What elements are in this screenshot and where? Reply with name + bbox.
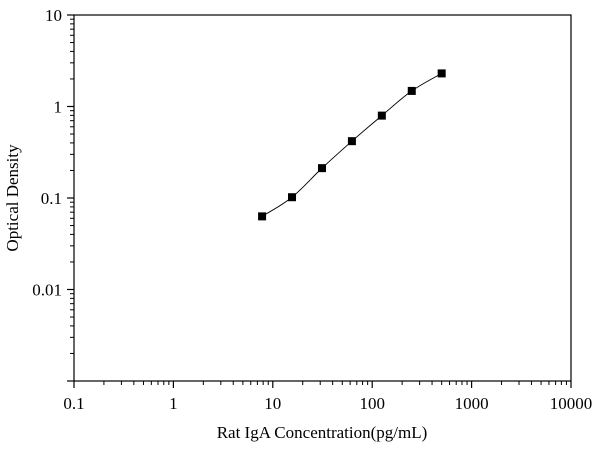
data-point [258, 212, 267, 221]
x-tick-label: 1000 [455, 394, 489, 413]
x-tick-label: 10000 [550, 394, 593, 413]
y-tick-label: 1 [54, 98, 63, 117]
data-point [287, 193, 296, 202]
plot-frame [73, 14, 572, 382]
x-axis-title: Rat IgA Concentration(pg/mL) [217, 423, 428, 442]
data-points [258, 69, 446, 221]
y-axis-title: Optical Density [3, 144, 22, 252]
x-tick-label: 10 [264, 394, 281, 413]
x-tick-label: 100 [359, 394, 385, 413]
x-tick-label: 1 [169, 394, 178, 413]
data-point [437, 69, 446, 78]
data-point [377, 111, 386, 120]
y-tick-label: 10 [45, 6, 62, 25]
plot-border [73, 14, 572, 382]
data-point [317, 164, 326, 173]
y-axis-ticks: 0.01 0.1 1 10 [32, 6, 74, 382]
x-tick-label: 0.1 [63, 394, 84, 413]
data-point [407, 86, 416, 95]
y-tick-label: 0.1 [41, 189, 62, 208]
x-axis-ticks: 0.1 1 10 100 1000 10000 [63, 381, 592, 413]
data-point [347, 137, 356, 146]
y-tick-label: 0.01 [32, 281, 62, 300]
